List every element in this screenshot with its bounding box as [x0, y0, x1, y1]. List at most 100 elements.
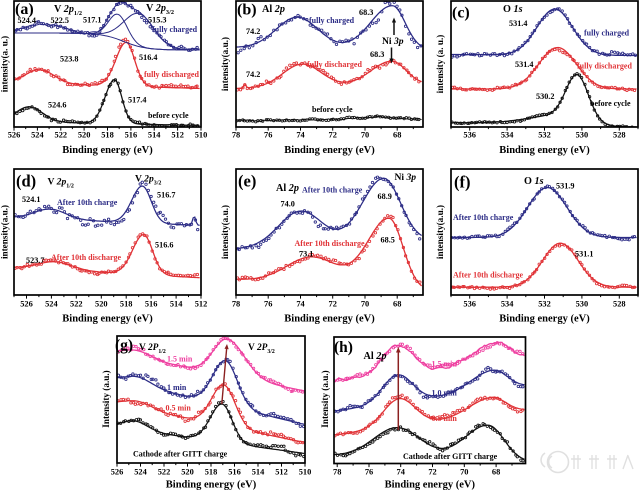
svg-text:1.5 min: 1.5 min — [167, 355, 193, 364]
svg-text:528: 528 — [613, 131, 626, 140]
svg-text:(c): (c) — [452, 5, 470, 22]
svg-text:72: 72 — [428, 468, 436, 477]
svg-text:74: 74 — [397, 468, 406, 477]
svg-text:Binding energy (eV): Binding energy (eV) — [385, 480, 476, 490]
svg-text:514: 514 — [170, 300, 183, 309]
svg-text:Binding energy (eV): Binding energy (eV) — [284, 314, 375, 325]
svg-text:(e): (e) — [238, 172, 256, 191]
svg-text:Al 2p: Al 2p — [364, 351, 387, 362]
svg-text:After 10th discharge: After 10th discharge — [295, 239, 366, 248]
svg-text:fully discharged: fully discharged — [577, 62, 632, 71]
svg-text:1 min: 1 min — [167, 383, 187, 392]
svg-text:1.5 min: 1.5 min — [432, 360, 458, 369]
svg-text:68: 68 — [393, 300, 401, 309]
svg-text:514: 514 — [148, 131, 161, 140]
svg-text:After 10th discharge: After 10th discharge — [453, 271, 524, 280]
svg-text:68.3: 68.3 — [359, 8, 373, 17]
svg-text:78: 78 — [333, 468, 341, 477]
svg-text:512: 512 — [275, 468, 288, 477]
svg-text:Cathode after GITT charge: Cathode after GITT charge — [133, 450, 228, 459]
svg-text:intensity(a.u.): intensity(a.u.) — [220, 205, 230, 259]
svg-text:530.2: 530.2 — [536, 92, 554, 101]
svg-text:516: 516 — [145, 300, 158, 309]
svg-text:intensity(a.u.): intensity(a.u.) — [0, 205, 10, 259]
svg-text:526: 526 — [20, 300, 33, 309]
svg-text:(f): (f) — [454, 173, 470, 192]
svg-text:Cathode after GITT charge: Cathode after GITT charge — [403, 452, 498, 461]
svg-text:Ni 3p: Ni 3p — [382, 36, 404, 47]
svg-text:516: 516 — [228, 468, 241, 477]
svg-text:74: 74 — [296, 131, 305, 140]
svg-text:After 10th charge: After 10th charge — [302, 186, 363, 195]
svg-text:74: 74 — [296, 300, 305, 309]
svg-text:524.1: 524.1 — [22, 195, 40, 204]
svg-text:523.7: 523.7 — [26, 256, 44, 265]
svg-text:fully charged: fully charged — [309, 16, 355, 25]
svg-text:516.7: 516.7 — [157, 191, 175, 200]
svg-text:522: 522 — [158, 468, 171, 477]
svg-text:intensity(a.u.): intensity(a.u.) — [220, 37, 230, 91]
svg-text:Binding energy (eV): Binding energy (eV) — [284, 145, 375, 156]
svg-text:524.4: 524.4 — [18, 16, 36, 25]
svg-text:526: 526 — [111, 468, 124, 477]
svg-text:524: 524 — [45, 300, 58, 309]
svg-text:fully discharged: fully discharged — [144, 70, 199, 79]
svg-text:531.4: 531.4 — [515, 60, 533, 69]
svg-text:516.6: 516.6 — [155, 241, 173, 250]
svg-text:531.1: 531.1 — [575, 250, 593, 259]
svg-text:532: 532 — [538, 300, 551, 309]
svg-text:520: 520 — [78, 131, 91, 140]
svg-text:523.8: 523.8 — [60, 55, 78, 64]
svg-text:524: 524 — [31, 131, 44, 140]
svg-text:522: 522 — [55, 131, 68, 140]
svg-text:517.1: 517.1 — [83, 16, 101, 25]
svg-text:before cycle: before cycle — [590, 99, 631, 108]
svg-text:516.4: 516.4 — [139, 53, 157, 62]
svg-text:520: 520 — [181, 468, 194, 477]
svg-text:68.9: 68.9 — [378, 192, 392, 201]
svg-text:536: 536 — [463, 131, 476, 140]
svg-text:536: 536 — [463, 300, 476, 309]
svg-text:Binding energy (eV): Binding energy (eV) — [62, 145, 153, 156]
svg-text:510: 510 — [299, 468, 312, 477]
svg-text:534: 534 — [501, 131, 514, 140]
svg-text:(g): (g) — [115, 337, 133, 354]
svg-text:Binding energy (eV): Binding energy (eV) — [166, 480, 257, 490]
svg-text:78: 78 — [232, 300, 240, 309]
svg-text:Al 2p: Al 2p — [276, 183, 299, 194]
svg-text:After 10th charge: After 10th charge — [453, 213, 514, 222]
svg-text:Al 2p: Al 2p — [262, 4, 285, 15]
svg-text:524: 524 — [134, 468, 147, 477]
svg-text:70: 70 — [460, 468, 468, 477]
svg-text:530: 530 — [576, 131, 589, 140]
svg-text:528: 528 — [613, 300, 626, 309]
svg-text:0.5 min: 0.5 min — [432, 414, 458, 423]
svg-text:fully charged: fully charged — [584, 29, 630, 38]
svg-text:(h): (h) — [334, 339, 353, 356]
svg-text:512: 512 — [171, 131, 184, 140]
svg-text:510: 510 — [195, 131, 208, 140]
svg-text:intensity (a. u.): intensity (a. u.) — [435, 35, 445, 94]
svg-text:1.0 min: 1.0 min — [432, 389, 458, 398]
svg-text:514: 514 — [252, 468, 265, 477]
svg-text:74.0: 74.0 — [281, 200, 295, 209]
svg-text:534: 534 — [501, 300, 514, 309]
svg-text:68: 68 — [492, 468, 500, 477]
svg-text:O 1s: O 1s — [503, 4, 523, 15]
svg-text:Binding energy (eV): Binding energy (eV) — [62, 314, 153, 325]
svg-text:before cycle: before cycle — [312, 105, 353, 114]
svg-text:68.5: 68.5 — [381, 236, 395, 245]
svg-text:70: 70 — [361, 300, 369, 309]
svg-text:After 10th discharge: After 10th discharge — [51, 253, 122, 262]
svg-text:Intensity (a.u.): Intensity (a.u.) — [101, 370, 111, 427]
svg-text:fully charged: fully charged — [152, 25, 198, 34]
svg-text:(a): (a) — [15, 1, 34, 18]
svg-text:72: 72 — [329, 131, 337, 140]
svg-text:0.5 min: 0.5 min — [166, 404, 192, 413]
svg-text:518: 518 — [205, 468, 218, 477]
svg-text:74.2: 74.2 — [246, 27, 260, 36]
svg-text:531.4: 531.4 — [509, 19, 527, 28]
svg-text:68: 68 — [393, 131, 401, 140]
svg-text:72: 72 — [329, 300, 337, 309]
svg-text:70: 70 — [361, 131, 369, 140]
